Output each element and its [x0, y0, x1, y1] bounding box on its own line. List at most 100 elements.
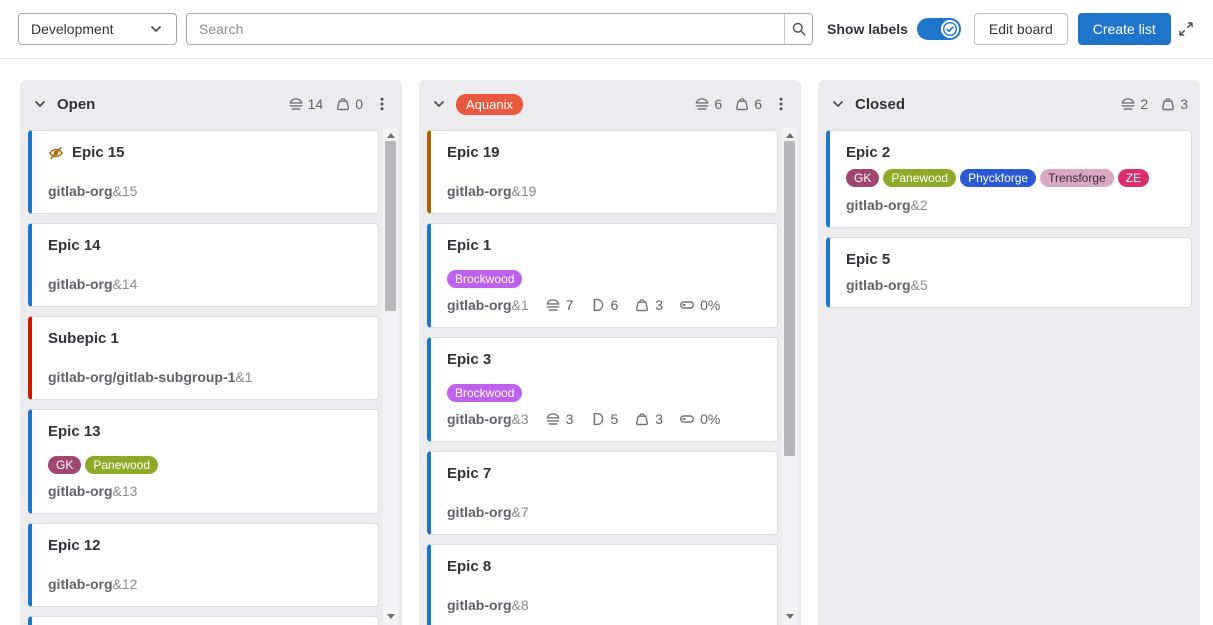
board-switcher-dropdown[interactable]: Development — [18, 13, 177, 45]
child-epics-count: 7 — [545, 295, 573, 315]
epic-card[interactable]: Subepic 1 gitlab-org/gitlab-subgroup-1&1 — [28, 316, 379, 400]
scroll-up-arrow-icon[interactable] — [383, 128, 398, 142]
board-list-closed: Closed 2 3 Epic 2 GK Panewood Phyckforge — [818, 80, 1200, 625]
show-labels-toggle[interactable] — [916, 18, 961, 40]
epic-card[interactable]: Epic 5 gitlab-org&5 — [826, 237, 1192, 308]
list-scrollbar[interactable] — [782, 128, 797, 625]
list-title: Closed — [855, 95, 906, 113]
epic-count: 2 — [1120, 96, 1148, 112]
epic-card-title: Epic 5 — [846, 251, 891, 268]
list-header-aquanix: Aquanix 6 6 — [419, 80, 801, 128]
epic-card-title: Epic 14 — [48, 237, 101, 254]
epic-card-title: Epic 3 — [447, 351, 492, 368]
weight-icon — [736, 98, 749, 111]
label-pill[interactable]: Panewood — [883, 169, 957, 187]
list-counts: 14 0 — [288, 96, 363, 112]
epic-card-title: Epic 2 — [846, 144, 891, 161]
list-counts: 6 6 — [694, 96, 762, 112]
epic-card[interactable]: Epic 15 gitlab-org&15 — [28, 130, 379, 214]
list-title: Open — [57, 95, 96, 113]
epic-card-stats: gitlab-org&3 3 5 3 0% — [447, 409, 765, 429]
list-header-closed: Closed 2 3 — [818, 80, 1200, 128]
epic-card-title: Subepic 1 — [48, 330, 119, 347]
list-settings-kebab-icon[interactable] — [773, 96, 789, 112]
weight-count: 6 — [734, 96, 762, 112]
chevron-down-icon — [148, 21, 164, 37]
confidential-icon — [49, 146, 63, 160]
board-switcher-value: Development — [31, 21, 114, 37]
epic-card[interactable]: Epic 1 Brockwood gitlab-org&1 7 6 — [427, 223, 778, 328]
epic-reference: gitlab-org/gitlab-subgroup-1&1 — [48, 369, 253, 385]
epic-card[interactable]: Epic 14 gitlab-org&14 — [28, 223, 379, 307]
list-header-open: Open 14 0 — [20, 80, 402, 128]
progress-icon — [680, 301, 695, 309]
epic-card[interactable]: Epic 7 gitlab-org&7 — [427, 451, 778, 535]
list-cards-open: Epic 15 gitlab-org&15 Epic 14 gitlab-org… — [20, 128, 402, 625]
label-pill[interactable]: ZE — [1117, 169, 1150, 187]
epic-card-title: Epic 1 — [447, 237, 492, 254]
progress-count: 0% — [679, 409, 720, 429]
scroll-down-arrow-icon[interactable] — [782, 609, 797, 623]
search-icon[interactable] — [784, 14, 812, 44]
board-list-aquanix: Aquanix 6 6 Epic 19 gitlab-org&19 — [419, 80, 801, 625]
search-input[interactable] — [187, 14, 784, 44]
epic-reference: gitlab-org&12 — [48, 576, 138, 592]
weight-count: 3 — [634, 295, 663, 315]
epic-board: Open 14 0 Epic 15 git — [0, 59, 1213, 625]
label-list: Brockwood — [447, 384, 765, 402]
epic-icon — [695, 98, 709, 110]
epic-icon — [289, 98, 303, 110]
epic-reference: gitlab-org&3 — [447, 411, 529, 427]
collapse-chevron-icon[interactable] — [830, 96, 846, 112]
issue-icon — [594, 412, 604, 426]
label-pill[interactable]: Panewood — [85, 456, 159, 474]
epic-card-title: Epic 8 — [447, 558, 492, 575]
list-title-label-pill[interactable]: Aquanix — [456, 93, 523, 115]
label-pill[interactable]: Brockwood — [447, 270, 523, 288]
epic-card[interactable]: Epic 12 gitlab-org&12 — [28, 523, 379, 607]
label-pill[interactable]: Trensforge — [1040, 169, 1114, 187]
weight-count: 3 — [634, 409, 663, 429]
epic-card-title: Epic 12 — [48, 537, 101, 554]
weight-icon — [1162, 98, 1175, 111]
progress-count: 0% — [679, 295, 720, 315]
board-list-open: Open 14 0 Epic 15 git — [20, 80, 402, 625]
label-pill[interactable]: GK — [48, 456, 82, 474]
label-list: GK Panewood — [48, 456, 366, 474]
label-pill[interactable]: GK — [846, 169, 880, 187]
epic-card[interactable]: Epic 19 gitlab-org&19 — [427, 130, 778, 214]
maximize-icon[interactable] — [1174, 17, 1198, 41]
collapse-chevron-icon[interactable] — [32, 96, 48, 112]
label-pill[interactable]: Phyckforge — [960, 169, 1037, 187]
scrollbar-thumb[interactable] — [385, 141, 396, 311]
create-list-button[interactable]: Create list — [1077, 13, 1171, 45]
epic-count: 14 — [288, 96, 323, 112]
collapse-chevron-icon[interactable] — [431, 96, 447, 112]
epic-card[interactable]: Epic 13 GK Panewood gitlab-org&13 — [28, 409, 379, 514]
toggle-knob-check-icon — [940, 20, 959, 38]
scroll-up-arrow-icon[interactable] — [782, 128, 797, 142]
epic-card[interactable]: Epic 8 gitlab-org&8 — [427, 544, 778, 625]
list-settings-kebab-icon[interactable] — [374, 96, 390, 112]
epic-reference: gitlab-org&19 — [447, 183, 537, 199]
scrollbar-thumb[interactable] — [784, 141, 795, 456]
epic-reference: gitlab-org&8 — [447, 597, 529, 613]
weight-count: 0 — [335, 96, 363, 112]
epic-card-title: Epic 13 — [48, 423, 101, 440]
label-pill[interactable]: Brockwood — [447, 384, 523, 402]
epic-card[interactable]: Epic 2 GK Panewood Phyckforge Trensforge… — [826, 130, 1192, 228]
epic-card[interactable] — [28, 616, 379, 625]
edit-board-button[interactable]: Edit board — [973, 13, 1068, 45]
progress-icon — [680, 415, 695, 423]
epic-icon — [546, 299, 560, 311]
weight-count: 3 — [1160, 96, 1188, 112]
list-scrollbar[interactable] — [383, 128, 398, 625]
epic-reference: gitlab-org&13 — [48, 483, 138, 499]
search-field — [186, 13, 813, 45]
list-counts: 2 3 — [1120, 96, 1188, 112]
epic-reference: gitlab-org&7 — [447, 504, 529, 520]
epic-reference: gitlab-org&1 — [447, 297, 529, 313]
epic-card[interactable]: Epic 3 Brockwood gitlab-org&3 3 5 — [427, 337, 778, 442]
scroll-down-arrow-icon[interactable] — [383, 609, 398, 623]
issue-icon — [594, 298, 604, 312]
